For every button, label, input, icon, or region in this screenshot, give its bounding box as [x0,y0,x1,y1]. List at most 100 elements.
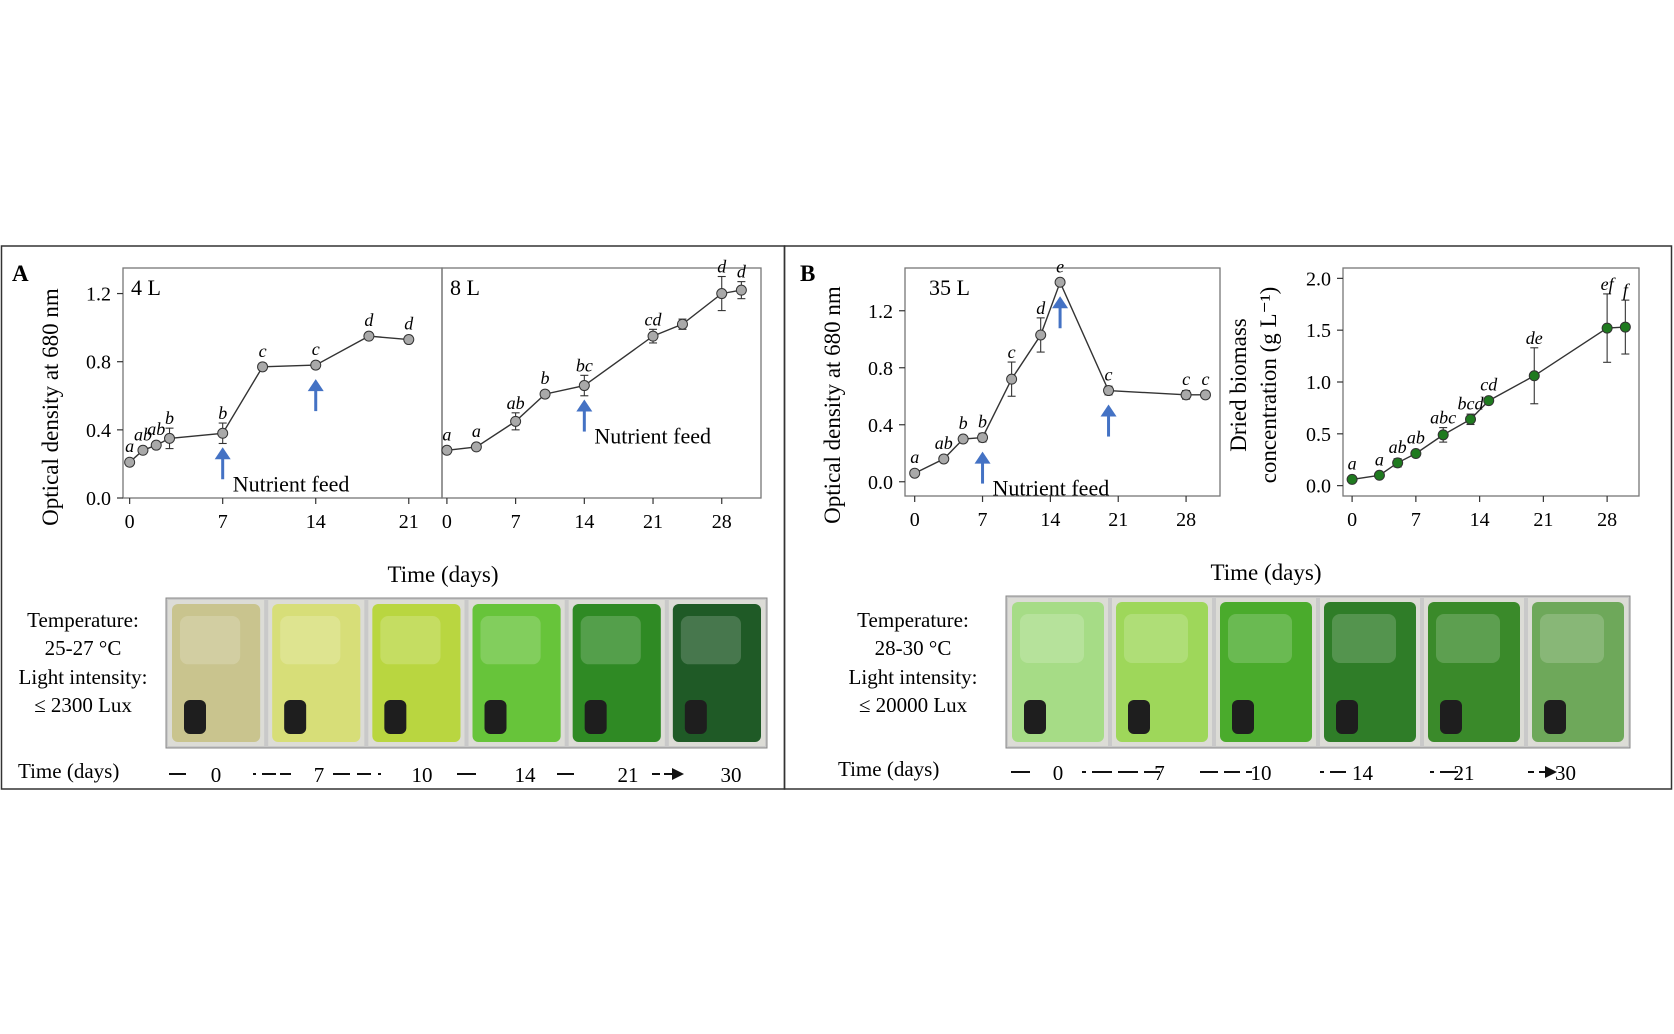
data-point [1054,276,1066,288]
significance-letter: b [541,368,550,388]
nutrient-feed-arrow-head [1100,404,1117,417]
nutrient-feed-label: Nutrient feed [993,476,1110,501]
data-point [1437,429,1449,441]
tank-photo-highlight [1436,614,1500,663]
significance-letter: c [259,341,267,361]
tank-photo-highlight [1124,614,1188,663]
x-tick-label: 0 [910,509,920,531]
significance-letter: a [910,447,919,467]
air-pump-icon [1024,700,1046,734]
data-point [909,467,921,479]
nutrient-feed-arrow-head [1052,296,1069,309]
tank-photo-highlight [1020,614,1084,663]
data-point [164,432,176,444]
y-tick-label: 1.5 [1306,320,1331,342]
data-point [1601,322,1613,334]
significance-letter: a [472,421,481,441]
data-point [716,288,728,300]
panel-a-ylabel: Optical density at 680 nm [38,288,63,526]
air-pump-icon [584,700,607,734]
panel-b-strip-frame [1005,595,1631,749]
air-pump-icon [1336,700,1358,734]
x-tick-label: 7 [978,509,988,531]
air-pump-icon [1440,700,1462,734]
panel-b-photo-strip [1005,595,1631,749]
nutrient-feed-arrow-head [974,451,991,464]
subplot-label: 4 L [131,275,161,300]
data-point [1180,389,1192,401]
significance-letter: e [1056,256,1064,276]
data-point [1619,321,1631,333]
panel-b-letter: B [800,261,815,286]
data-point [938,453,950,465]
panel-b-light-value: ≤ 20000 Lux [859,693,968,717]
plot-frame [122,267,443,499]
tank-photo-highlight [580,616,641,665]
x-tick-label: 7 [218,511,228,533]
air-pump-icon [384,700,407,734]
significance-letter: ab [507,393,525,413]
data-point [676,318,688,330]
significance-letter: cd [645,309,663,329]
nutrient-feed-label: Nutrient feed [594,424,711,449]
significance-letter: abc [1430,408,1456,428]
x-tick-label: 0 [125,511,135,533]
data-point [150,439,162,451]
tank-photo-highlight [1540,614,1604,663]
timeline-day-label: 7 [314,763,325,787]
air-pump-icon [1232,700,1254,734]
data-point [735,284,747,296]
panel-b-frame [783,245,1673,790]
x-tick-label: 14 [1470,509,1490,531]
significance-letter: ab [1407,428,1425,448]
data-point [124,456,136,468]
y-tick-label: 0.8 [868,358,893,380]
y-tick-label: 1.0 [1306,372,1331,394]
timeline-day-label: 21 [1454,761,1475,785]
data-point [217,427,229,439]
y-tick-label: 0.0 [86,488,111,510]
significance-letter: b [978,412,987,432]
data-point [1410,448,1422,460]
panel-a-letter: A [12,261,29,286]
significance-letter: a [125,436,134,456]
significance-letter: bc [576,355,593,375]
panel-a-photo-strip [165,597,768,749]
panel-b-temp-label: Temperature: [857,608,969,632]
subplot-label: 8 L [450,275,480,300]
plot-frame [904,267,1221,497]
significance-letter: c [1105,365,1113,385]
data-point [539,388,551,400]
y-tick-label: 0.4 [86,420,111,442]
significance-letter: de [1526,328,1543,348]
data-point [1346,473,1358,485]
x-tick-label: 0 [1347,509,1357,531]
data-point [647,330,659,342]
data-point [1465,413,1477,425]
significance-letter: ef [1601,274,1617,294]
significance-letter: ab [134,424,152,444]
significance-letter: bcd [1458,393,1485,413]
air-pump-icon [284,700,307,734]
timeline-day-label: 0 [211,763,222,787]
significance-letter: d [404,314,414,334]
data-point [403,334,415,346]
y-tick-label: 0.0 [868,472,893,494]
significance-letter: b [959,413,968,433]
significance-letter: b [165,408,174,428]
significance-letter: c [1008,342,1016,362]
panel-a-xlabel: Time (days) [388,562,499,587]
x-tick-label: 14 [306,511,326,533]
nutrient-feed-arrow-head [576,399,593,412]
y-tick-label: 0.0 [1306,476,1331,498]
nutrient-feed-label: Nutrient feed [233,471,350,496]
air-pump-icon [1544,700,1566,734]
air-pump-icon [684,700,707,734]
x-tick-label: 14 [1040,509,1060,531]
panel-a-timeline-label: Time (days) [18,759,119,783]
panel-a-strip-frame [165,597,768,749]
significance-letter: cd [1480,375,1498,395]
